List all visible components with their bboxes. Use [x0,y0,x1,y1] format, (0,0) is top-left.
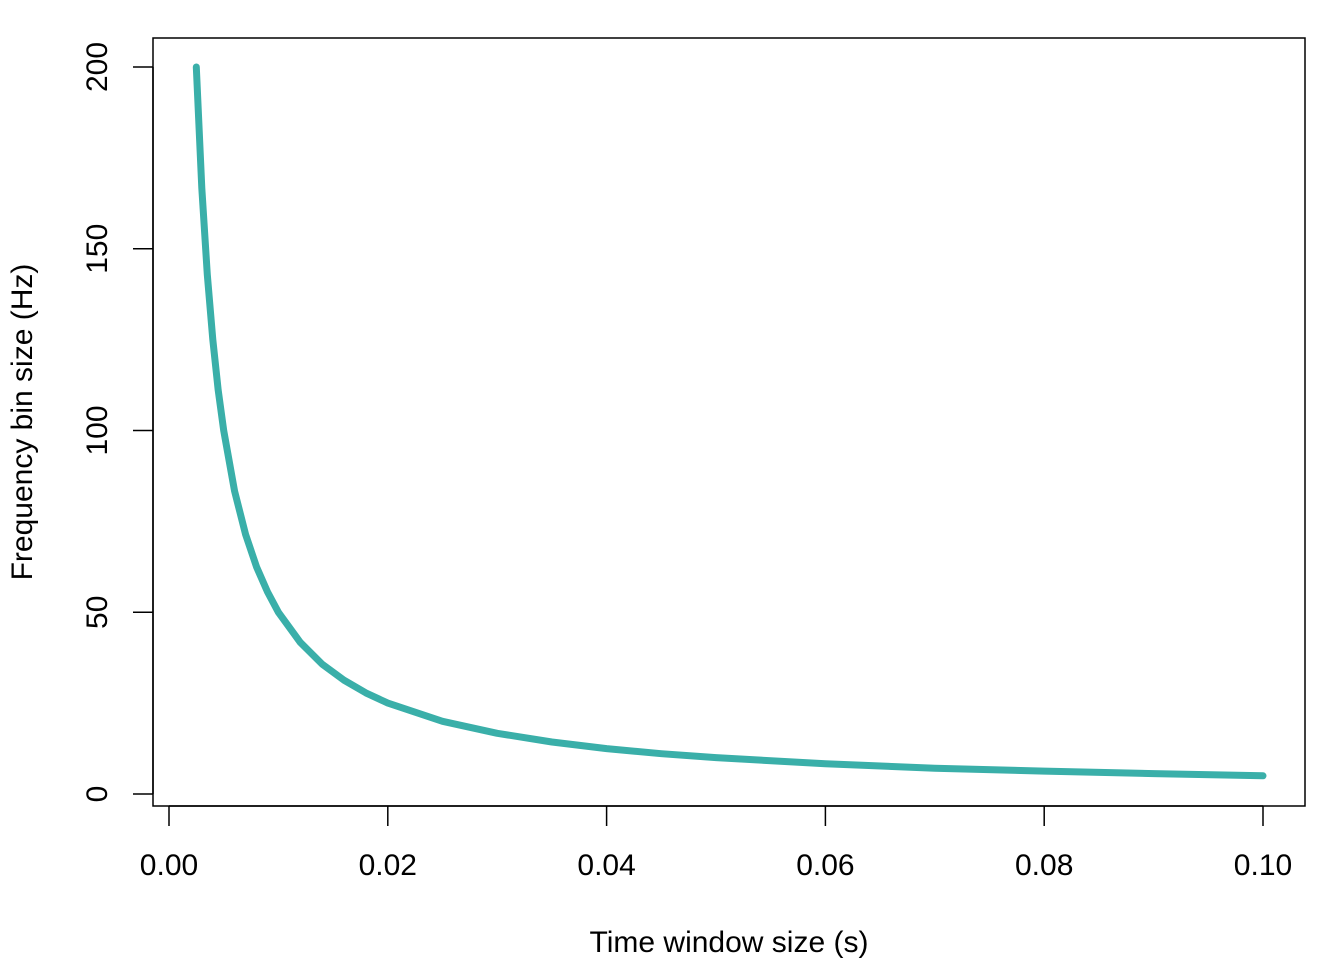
x-axis: 0.00 0.02 0.04 0.06 0.08 0.10 [140,805,1292,882]
x-tick-label: 0.06 [796,849,854,882]
x-tick-label: 0.04 [577,849,635,882]
y-tick-label: 200 [81,42,114,92]
x-tick-label: 0.02 [359,849,417,882]
series-line [192,63,1267,780]
x-axis-label: Time window size (s) [590,926,869,959]
y-tick-label: 150 [81,224,114,274]
y-tick-label: 100 [81,405,114,455]
x-tick-label: 0.00 [140,849,198,882]
y-axis-label: Frequency bin size (Hz) [6,264,39,581]
x-tick-label: 0.08 [1015,849,1073,882]
plot-frame [152,37,1306,807]
y-tick-label: 0 [81,786,114,803]
y-axis: 0 50 100 150 200 [81,42,154,803]
x-tick-label: 0.10 [1234,849,1292,882]
y-tick-label: 50 [81,596,114,629]
series-layer [192,63,1267,780]
